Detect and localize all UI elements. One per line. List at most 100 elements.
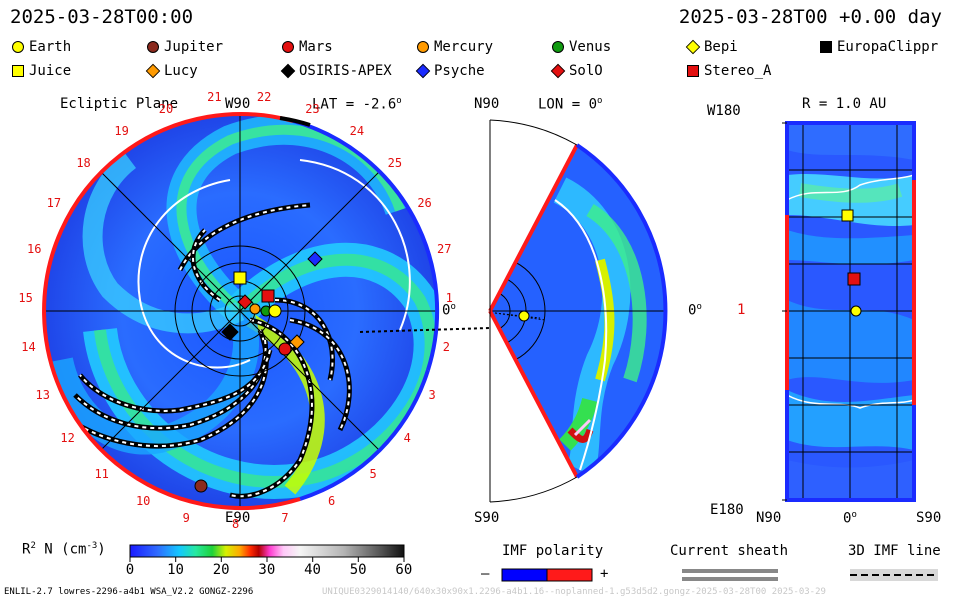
square-icon — [820, 41, 832, 53]
imf-minus-label: – — [481, 566, 490, 582]
legend-label: Mercury — [434, 39, 494, 55]
circle-icon — [417, 41, 429, 53]
earth-view-radius-label: R = 1.0 AU — [802, 96, 887, 112]
imf-plus-label: + — [600, 566, 609, 582]
colorbar-tick-label: 10 — [167, 562, 184, 578]
ecliptic-plane-plot — [42, 112, 491, 511]
left-timestamp: 2025-03-28T00:00 — [10, 6, 194, 28]
legend-label: Psyche — [434, 63, 485, 79]
legend-label: Juice — [29, 63, 72, 79]
day-number-label: 20 — [158, 101, 174, 116]
day-number-label: 9 — [182, 511, 190, 526]
legend-item-bepi: Bepi — [685, 39, 738, 55]
psyche-marker — [307, 251, 323, 267]
day-number-label: 14 — [21, 340, 36, 355]
legend-item-europaclippr: EuropaClippr — [820, 39, 938, 55]
circle-icon — [12, 41, 24, 53]
mars-marker — [278, 342, 292, 356]
footer-run-id: UNIQUE0329014140/640x30x90x1.2296-a4b1.1… — [322, 587, 826, 597]
legend-label: SolO — [569, 63, 603, 79]
meridional-top-label: N90 — [474, 96, 500, 112]
earth-marker — [268, 304, 282, 318]
day-number-label: 21 — [207, 90, 222, 105]
day-number-label: 8 — [232, 517, 240, 531]
imf-3d-line-title: 3D IMF line — [848, 543, 941, 559]
day-number-label: 7 — [281, 511, 289, 526]
current-sheath-swatch — [682, 569, 778, 581]
colorbar-tick-label: 20 — [212, 562, 230, 578]
meridional-right-label: 0o — [688, 302, 702, 319]
legend-item-earth: Earth — [12, 39, 71, 55]
imf-3d-line-swatch — [850, 569, 938, 581]
day-number-label: 24 — [349, 124, 365, 139]
legend-label: Lucy — [164, 63, 198, 79]
earth-view-bottom-left-label: E180 — [710, 502, 744, 518]
osiris-apex-marker — [221, 323, 239, 341]
imf-polarity-bar — [501, 568, 593, 582]
day-number-label: 11 — [94, 466, 109, 481]
day-number-label: 6 — [328, 494, 336, 509]
earth-view-mid-left-label: 1 — [737, 302, 746, 318]
juice-marker — [233, 271, 247, 285]
earth-marker-ev — [850, 305, 862, 317]
circle-icon — [147, 41, 159, 53]
current-sheath-title: Current sheath — [670, 543, 789, 559]
stereo-a-marker-ev — [847, 272, 861, 286]
colorbar-tick-label: 40 — [304, 562, 321, 578]
square-icon — [12, 65, 24, 77]
solo-marker — [237, 294, 253, 310]
mercury-marker — [249, 303, 261, 315]
earth-view-axis-zero: 0o — [843, 510, 857, 527]
circle-icon — [552, 41, 564, 53]
colorbar-tick-label: 0 — [125, 562, 135, 578]
juice-marker-ev — [841, 209, 854, 222]
earth-view-plot — [782, 121, 916, 502]
legend-item-osiris-apex: OSIRIS-APEX — [280, 63, 392, 79]
day-number-label: 16 — [26, 241, 42, 256]
circle-icon — [282, 41, 294, 53]
earth-view-axis-n90: N90 — [756, 510, 782, 526]
legend-label: Jupiter — [164, 39, 224, 55]
legend-item-psyche: Psyche — [415, 63, 485, 79]
earth-view-axis-s90: S90 — [916, 510, 942, 526]
day-number-label: 5 — [369, 466, 377, 481]
earth-marker-meridional — [518, 310, 530, 322]
density-colorbar — [129, 544, 405, 562]
lucy-marker — [289, 334, 305, 350]
meridional-longitude-label: LON = 0o — [538, 96, 603, 113]
right-timestamp: 2025-03-28T00 +0.00 day — [678, 6, 942, 28]
day-number-label: 12 — [60, 430, 75, 445]
day-number-label: 27 — [437, 241, 452, 256]
day-number-label: 18 — [76, 156, 91, 171]
day-number-label: 10 — [135, 494, 151, 509]
legend-item-mercury: Mercury — [417, 39, 493, 55]
day-number-label: 23 — [305, 101, 320, 116]
legend-item-stereo-a: Stereo_A — [687, 63, 771, 79]
legend-label: OSIRIS-APEX — [299, 63, 392, 79]
colorbar-tick-label: 30 — [258, 562, 276, 578]
legend-label: Earth — [29, 39, 72, 55]
day-number-label: 3 — [428, 387, 436, 402]
earth-view-top-left-label: W180 — [707, 103, 741, 119]
legend-label: Mars — [299, 39, 333, 55]
legend-item-lucy: Lucy — [145, 63, 198, 79]
day-number-label: 19 — [114, 124, 129, 139]
imf-polarity-title: IMF polarity — [502, 543, 604, 559]
legend-item-solo: SolO — [550, 63, 603, 79]
day-number-label: 25 — [387, 156, 403, 171]
day-number-label: 26 — [417, 196, 432, 210]
colorbar-label: R2 N (cm-3) — [22, 541, 106, 558]
legend-item-venus: Venus — [552, 39, 611, 55]
day-number-label: 4 — [403, 430, 411, 445]
ecliptic-title: Ecliptic Plane — [60, 96, 179, 112]
footer-run-info: ENLIL-2.7 lowres-2296-a4b1 WSA_V2.2 GONG… — [4, 587, 254, 597]
meridional-bottom-label: S90 — [474, 510, 500, 526]
day-number-label: 15 — [18, 290, 33, 305]
colorbar-tick-label: 50 — [349, 562, 367, 578]
day-number-label: 1 — [445, 290, 453, 305]
legend-label: Bepi — [704, 39, 738, 55]
legend-label: Venus — [569, 39, 612, 55]
ecliptic-top-label: W90 — [225, 96, 251, 112]
